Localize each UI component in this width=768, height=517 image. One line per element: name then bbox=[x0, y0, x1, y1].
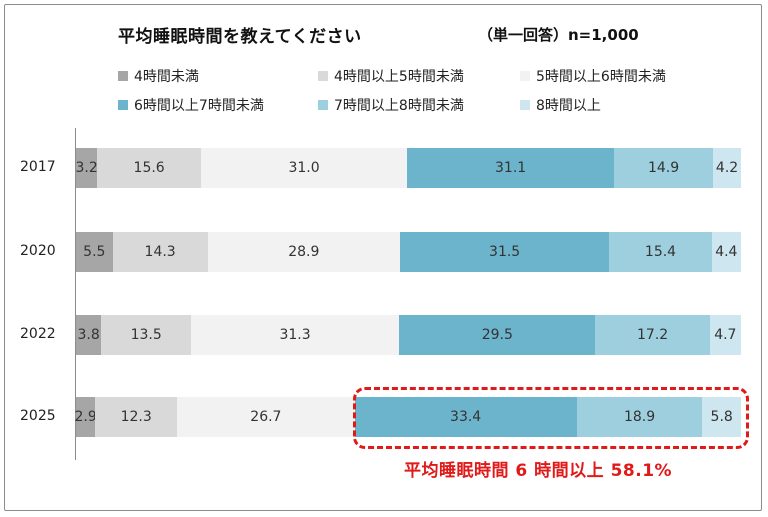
legend-swatch bbox=[118, 100, 128, 110]
legend-item: 7時間以上8時間未満 bbox=[318, 95, 464, 115]
data-label: 14.3 bbox=[144, 244, 176, 260]
bar-segment: 2.9 bbox=[74, 397, 97, 437]
bar-segment: 5.8 bbox=[702, 397, 741, 437]
data-label: 4.4 bbox=[715, 244, 738, 260]
bar-segment: 29.5 bbox=[399, 315, 596, 355]
data-label: 2.9 bbox=[74, 409, 97, 425]
bar-segment: 31.0 bbox=[201, 148, 408, 188]
data-label: 29.5 bbox=[481, 327, 513, 343]
chart-subtitle: （単一回答）n=1,000 bbox=[478, 26, 639, 44]
bar-segment: 33.4 bbox=[354, 397, 577, 437]
data-label: 31.1 bbox=[495, 160, 527, 176]
category-axis bbox=[75, 128, 76, 460]
data-label: 28.9 bbox=[288, 244, 320, 260]
data-label: 5.5 bbox=[83, 244, 106, 260]
data-label: 14.9 bbox=[647, 160, 680, 176]
category-label: 2017 bbox=[20, 159, 56, 175]
bar-segment: 31.3 bbox=[191, 315, 400, 355]
bar-segment: 28.9 bbox=[207, 232, 400, 272]
data-label: 4.7 bbox=[714, 327, 737, 343]
data-label: 17.2 bbox=[637, 327, 669, 343]
bar-segment: 15.6 bbox=[97, 148, 201, 188]
category-label: 2022 bbox=[20, 326, 56, 342]
data-label: 3.2 bbox=[75, 160, 98, 176]
legend-item: 4時間未満 bbox=[118, 66, 199, 86]
data-label: 31.5 bbox=[489, 244, 521, 260]
legend-label: 4時間未満 bbox=[134, 69, 199, 85]
data-label: 26.7 bbox=[250, 409, 282, 425]
bar-segment: 4.4 bbox=[711, 232, 741, 272]
highlight-box bbox=[353, 387, 749, 449]
data-label: 4.2 bbox=[715, 160, 739, 176]
legend-label: 4時間以上5時間未満 bbox=[334, 69, 464, 85]
legend-swatch bbox=[318, 71, 328, 81]
data-label: 31.0 bbox=[288, 160, 320, 176]
legend-item: 5時間以上6時間未満 bbox=[520, 66, 666, 86]
category-label: 2020 bbox=[20, 243, 56, 259]
bar-segment: 17.2 bbox=[595, 315, 710, 355]
bar-segment: 4.2 bbox=[713, 148, 741, 188]
bar-segment: 3.2 bbox=[75, 148, 98, 188]
legend-item: 4時間以上5時間未満 bbox=[318, 66, 464, 86]
bar-segment: 13.5 bbox=[101, 315, 192, 355]
highlight-annotation: 平均睡眠時間 6 時間以上 58.1% bbox=[404, 461, 673, 481]
bar-segment: 14.9 bbox=[614, 148, 714, 188]
bar-segment: 31.5 bbox=[399, 232, 610, 272]
bar-segment: 5.5 bbox=[76, 232, 113, 272]
legend-swatch bbox=[520, 100, 530, 110]
data-label: 15.6 bbox=[133, 160, 165, 176]
bar-segment: 18.9 bbox=[576, 397, 703, 437]
legend-label: 7時間以上8時間未満 bbox=[334, 98, 464, 114]
data-label: 18.9 bbox=[623, 409, 656, 425]
legend-swatch bbox=[318, 100, 328, 110]
chart-title: 平均睡眠時間を教えてください bbox=[118, 27, 362, 47]
data-label: 3.8 bbox=[77, 327, 100, 343]
data-label: 33.4 bbox=[450, 409, 482, 425]
legend-item: 8時間以上 bbox=[520, 95, 601, 115]
data-label: 5.8 bbox=[710, 409, 733, 425]
legend-swatch bbox=[520, 71, 530, 81]
bar-segment: 3.8 bbox=[76, 315, 102, 355]
bar-segment: 15.4 bbox=[609, 232, 712, 272]
data-label: 15.4 bbox=[644, 244, 677, 260]
bar-segment: 31.1 bbox=[407, 148, 614, 188]
data-label: 12.3 bbox=[120, 409, 152, 425]
bar-segment: 4.7 bbox=[709, 315, 741, 355]
data-label: 13.5 bbox=[130, 327, 162, 343]
bar-segment: 26.7 bbox=[177, 397, 355, 437]
data-label: 31.3 bbox=[279, 327, 311, 343]
bar-segment: 12.3 bbox=[95, 397, 178, 437]
legend-label: 8時間以上 bbox=[536, 98, 601, 114]
legend-label: 6時間以上7時間未満 bbox=[134, 98, 264, 114]
category-label: 2025 bbox=[20, 408, 56, 424]
legend-swatch bbox=[118, 71, 128, 81]
legend-item: 6時間以上7時間未満 bbox=[118, 95, 264, 115]
bar-segment: 14.3 bbox=[112, 232, 208, 272]
legend-label: 5時間以上6時間未満 bbox=[536, 69, 666, 85]
